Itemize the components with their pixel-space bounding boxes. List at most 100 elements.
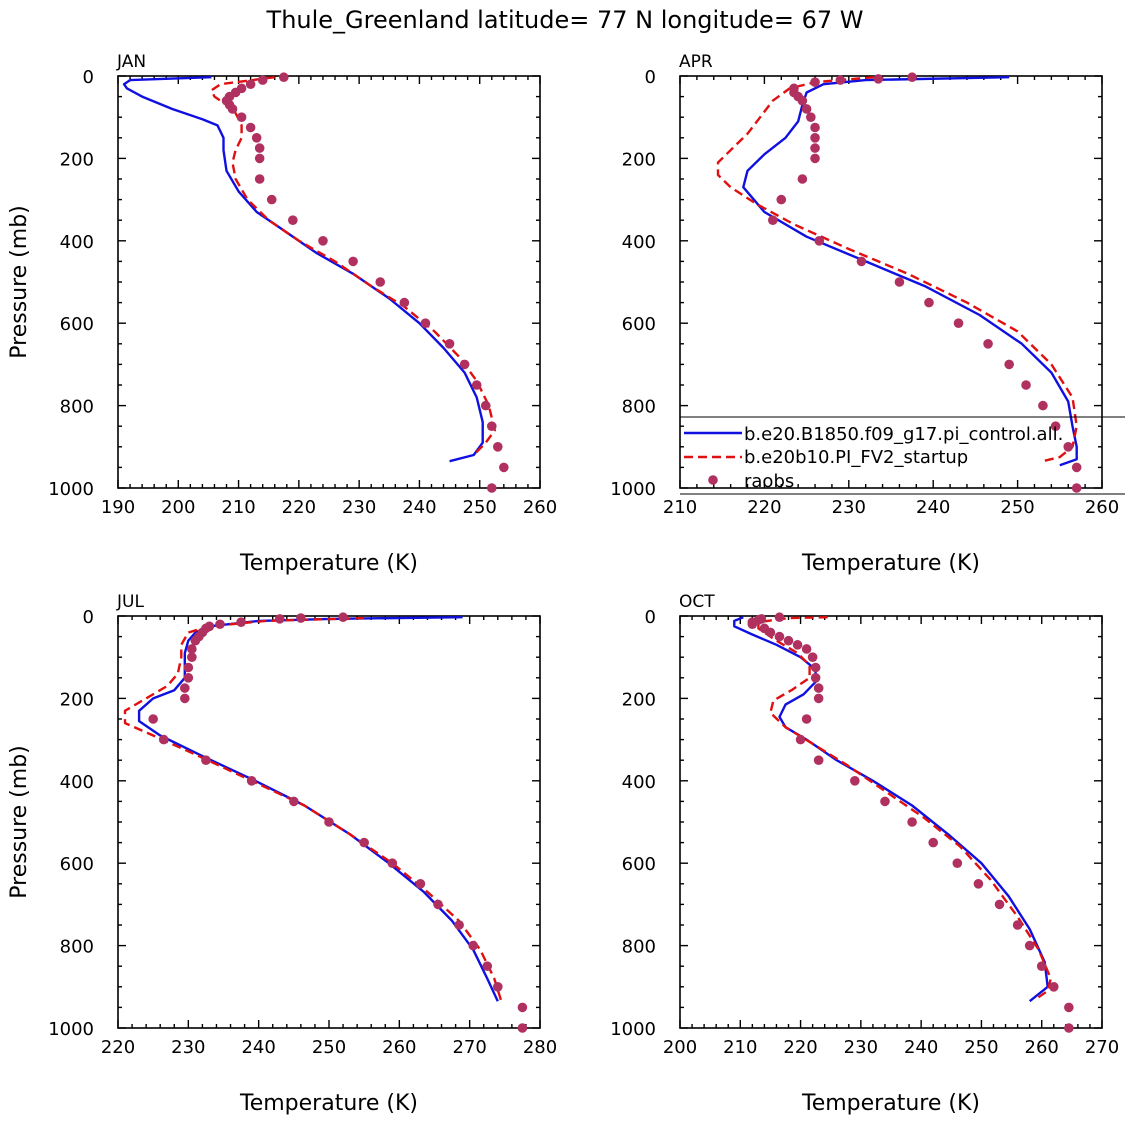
startup-series-line bbox=[123, 616, 503, 1002]
y-tick-label: 1000 bbox=[48, 1019, 94, 1040]
panel-label: OCT bbox=[679, 592, 715, 612]
raobs-point bbox=[486, 421, 497, 432]
y-tick-label: 800 bbox=[60, 937, 94, 958]
raobs-point bbox=[148, 714, 158, 724]
y-tick-label: 400 bbox=[60, 232, 94, 253]
raobs-point bbox=[266, 194, 277, 205]
raobs-point bbox=[459, 359, 470, 370]
x-tick-label: 270 bbox=[1085, 1037, 1119, 1058]
x-tick-label: 250 bbox=[463, 497, 497, 518]
y-tick-label: 0 bbox=[83, 67, 94, 88]
raobs-point bbox=[973, 879, 984, 889]
y-tick-label: 800 bbox=[622, 397, 656, 418]
y-axis-label: Pressure (mb) bbox=[7, 745, 32, 899]
raobs-point bbox=[158, 734, 169, 745]
raobs-point bbox=[183, 673, 194, 683]
raobs-point bbox=[894, 277, 905, 287]
raobs-point bbox=[468, 940, 478, 951]
raobs-point bbox=[928, 837, 938, 848]
raobs-point bbox=[246, 776, 257, 786]
raobs-point bbox=[810, 143, 820, 153]
x-tick-label: 260 bbox=[382, 1037, 416, 1058]
panel-jul: 220 230 240 250 260 270 280 0 200 400 600 800 1000 JU… bbox=[7, 592, 557, 1116]
x-tick-label: 260 bbox=[1085, 497, 1119, 518]
raobs-point bbox=[190, 635, 201, 646]
raobs-point bbox=[183, 662, 194, 673]
raobs-point bbox=[774, 612, 785, 623]
raobs-point bbox=[1071, 483, 1082, 493]
raobs-point bbox=[257, 75, 268, 85]
control-series-line bbox=[137, 616, 499, 1002]
y-tick-label: 600 bbox=[60, 314, 94, 335]
raobs-point bbox=[813, 755, 824, 765]
raobs-point bbox=[801, 104, 812, 114]
y-tick-label: 400 bbox=[622, 232, 656, 253]
x-tick-label: 230 bbox=[844, 1037, 878, 1058]
raobs-point bbox=[482, 961, 493, 971]
y-tick-label: 600 bbox=[622, 314, 656, 335]
startup-series-line bbox=[757, 616, 1052, 1001]
control-series-line bbox=[733, 616, 1049, 1003]
raobs-point bbox=[454, 920, 464, 930]
y-tick-label: 800 bbox=[60, 397, 94, 418]
y-tick-label: 1000 bbox=[48, 479, 94, 500]
raobs-point bbox=[783, 635, 794, 646]
raobs-point bbox=[1064, 1002, 1074, 1013]
raobs-point bbox=[797, 174, 808, 184]
raobs-point bbox=[813, 683, 824, 693]
raobs-point bbox=[1012, 920, 1023, 930]
raobs-point bbox=[471, 380, 482, 390]
raobs-point bbox=[227, 104, 238, 114]
x-tick-label: 220 bbox=[783, 1037, 817, 1058]
chart-title: Thule_Greenland latitude= 77 N longitude… bbox=[266, 6, 864, 34]
plot-frame bbox=[117, 75, 541, 489]
raobs-point bbox=[493, 442, 503, 452]
panel-label: JAN bbox=[116, 52, 146, 72]
raobs-point bbox=[254, 143, 265, 153]
x-tick-label: 200 bbox=[161, 497, 195, 518]
raobs-point bbox=[324, 817, 334, 827]
y-tick-label: 600 bbox=[60, 854, 94, 875]
raobs-point bbox=[1021, 380, 1031, 390]
raobs-point bbox=[856, 256, 867, 267]
startup-series-line bbox=[716, 76, 1078, 463]
y-tick-label: 1000 bbox=[610, 479, 656, 500]
raobs-point bbox=[768, 215, 778, 225]
raobs-point bbox=[1036, 961, 1047, 971]
x-tick-label: 240 bbox=[241, 1037, 275, 1058]
raobs-point bbox=[318, 236, 328, 246]
raobs-point bbox=[245, 122, 256, 133]
x-tick-label: 230 bbox=[342, 497, 376, 518]
y-axis-label: Pressure (mb) bbox=[7, 205, 32, 359]
raobs-point bbox=[278, 72, 289, 83]
raobs-point bbox=[807, 652, 818, 662]
raobs-point bbox=[1064, 1023, 1074, 1033]
x-axis-label: Temperature (K) bbox=[801, 551, 980, 576]
y-tick-label: 800 bbox=[622, 937, 656, 958]
legend-swatch-raobs bbox=[708, 475, 718, 485]
x-tick-label: 270 bbox=[452, 1037, 486, 1058]
x-tick-label: 250 bbox=[1000, 497, 1034, 518]
x-tick-label: 230 bbox=[171, 1037, 205, 1058]
raobs-point bbox=[983, 339, 993, 349]
raobs-point bbox=[251, 133, 262, 143]
y-tick-label: 400 bbox=[60, 772, 94, 793]
raobs-point bbox=[499, 462, 509, 473]
raobs-point bbox=[201, 755, 211, 765]
raobs-point bbox=[850, 776, 860, 786]
raobs-point bbox=[480, 400, 491, 411]
raobs-point bbox=[873, 74, 884, 84]
raobs-point bbox=[1050, 421, 1061, 432]
raobs-point bbox=[493, 982, 503, 992]
y-tick-label: 400 bbox=[622, 772, 656, 793]
raobs-point bbox=[254, 153, 265, 164]
x-axis-label: Temperature (K) bbox=[239, 551, 418, 576]
raobs-point bbox=[813, 693, 824, 704]
x-tick-label: 250 bbox=[964, 1037, 998, 1058]
panel-label: APR bbox=[679, 52, 713, 72]
raobs-point bbox=[1038, 400, 1048, 411]
raobs-point bbox=[1063, 442, 1074, 452]
x-tick-label: 260 bbox=[1025, 1037, 1059, 1058]
raobs-point bbox=[359, 837, 369, 848]
